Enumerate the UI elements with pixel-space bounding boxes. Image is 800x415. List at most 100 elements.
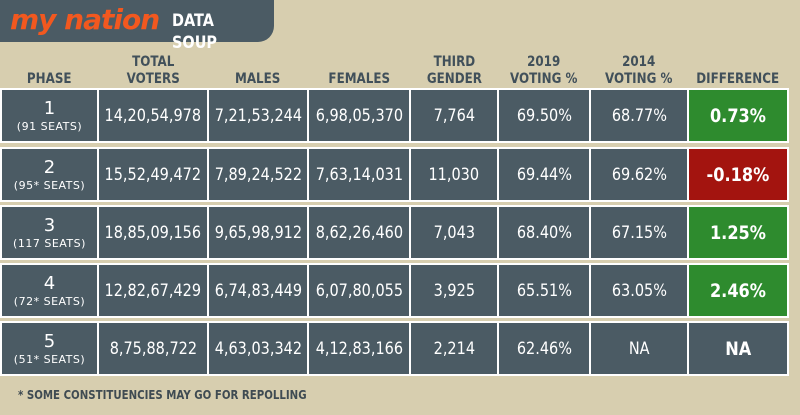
diff-cell: -0.18%	[687, 147, 789, 202]
header-third: THIRD GENDER	[409, 44, 499, 88]
header-v2014-label: 2014 VOTING %	[605, 54, 673, 87]
phase-cell: 5 (51* SEATS)	[0, 321, 99, 376]
phase-seats: (72* SEATS)	[13, 294, 86, 308]
v2019-value: 65.51%	[516, 280, 572, 301]
header-v2019-label: 2019 VOTING %	[510, 54, 578, 87]
phase-cell: 1 (91 SEATS)	[0, 88, 99, 143]
males-value: 6,74,83,449	[214, 280, 302, 301]
v2014-cell: 67.15%	[589, 205, 689, 260]
diff-value: 1.25%	[709, 221, 767, 244]
header-banner: my nation DATA SOUP	[0, 0, 274, 53]
diff-cell: 1.25%	[687, 205, 789, 260]
phase-number: 4	[43, 272, 56, 294]
diff-value: NA	[724, 337, 752, 360]
females-value: 8,62,26,460	[315, 222, 403, 243]
females-value: 6,98,05,370	[315, 105, 403, 126]
phase-seats: (91 SEATS)	[16, 119, 83, 133]
footnote: * SOME CONSTITUENCIES MAY GO FOR REPOLLI…	[18, 388, 307, 402]
v2019-value: 69.44%	[516, 164, 572, 185]
third-value: 3,925	[433, 280, 475, 301]
females-value: 6,07,80,055	[315, 280, 403, 301]
header-phase-label: PHASE	[27, 71, 72, 87]
total-cell: 12,82,67,429	[97, 263, 209, 318]
header-females: FEMALES	[307, 44, 411, 88]
males-cell: 7,89,24,522	[207, 147, 309, 202]
third-value: 2,214	[433, 338, 475, 359]
males-cell: 4,63,03,342	[207, 321, 309, 376]
diff-cell: 2.46%	[687, 263, 789, 318]
header-males: MALES	[207, 44, 309, 88]
total-cell: 18,85,09,156	[97, 205, 209, 260]
header-females-label: FEMALES	[328, 71, 390, 87]
phase-number: 2	[43, 156, 56, 178]
v2014-value: 69.62%	[611, 164, 667, 185]
v2014-value: 67.15%	[611, 222, 667, 243]
total-value: 8,75,88,722	[109, 338, 197, 359]
third-cell: 7,043	[409, 205, 499, 260]
third-cell: 3,925	[409, 263, 499, 318]
v2014-value: 68.77%	[611, 105, 667, 126]
males-value: 7,21,53,244	[214, 105, 302, 126]
diff-value: -0.18%	[706, 163, 770, 186]
v2019-cell: 68.40%	[497, 205, 591, 260]
females-cell: 6,07,80,055	[307, 263, 411, 318]
v2014-value: 63.05%	[611, 280, 667, 301]
males-cell: 7,21,53,244	[207, 88, 309, 143]
phase-seats: (51* SEATS)	[13, 352, 86, 366]
header-males-label: MALES	[235, 71, 281, 87]
third-value: 7,764	[433, 105, 475, 126]
v2019-cell: 69.44%	[497, 147, 591, 202]
phase-seats: (117 SEATS)	[13, 236, 86, 250]
v2014-cell: 69.62%	[589, 147, 689, 202]
header-diff: DIFFERENCE	[687, 44, 789, 88]
males-cell: 6,74,83,449	[207, 263, 309, 318]
diff-cell: NA	[687, 321, 789, 376]
third-value: 7,043	[433, 222, 475, 243]
header-v2019: 2019 VOTING %	[497, 44, 591, 88]
total-cell: 14,20,54,978	[97, 88, 209, 143]
v2019-cell: 69.50%	[497, 88, 591, 143]
phase-cell: 4 (72* SEATS)	[0, 263, 99, 318]
females-value: 4,12,83,166	[315, 338, 403, 359]
males-cell: 9,65,98,912	[207, 205, 309, 260]
v2019-value: 68.40%	[516, 222, 572, 243]
total-value: 18,85,09,156	[104, 222, 202, 243]
phase-number: 1	[43, 97, 56, 119]
third-value: 11,030	[428, 164, 480, 185]
total-value: 15,52,49,472	[104, 164, 202, 185]
females-cell: 8,62,26,460	[307, 205, 411, 260]
phase-cell: 3 (117 SEATS)	[0, 205, 99, 260]
v2019-cell: 62.46%	[497, 321, 591, 376]
header-phase: PHASE	[0, 44, 99, 88]
males-value: 7,89,24,522	[214, 164, 302, 185]
diff-value: 0.73%	[709, 104, 767, 127]
phase-seats: (95* SEATS)	[13, 178, 86, 192]
brand-logo: my nation	[10, 3, 160, 36]
males-value: 4,63,03,342	[214, 338, 302, 359]
third-cell: 11,030	[409, 147, 499, 202]
header-diff-label: DIFFERENCE	[696, 71, 780, 87]
third-cell: 2,214	[409, 321, 499, 376]
diff-value: 2.46%	[709, 279, 767, 302]
phase-number: 5	[43, 330, 56, 352]
females-cell: 4,12,83,166	[307, 321, 411, 376]
header-third-label: THIRD GENDER	[426, 54, 482, 87]
females-cell: 7,63,14,031	[307, 147, 411, 202]
total-value: 12,82,67,429	[104, 280, 202, 301]
phase-number: 3	[43, 214, 56, 236]
phase-cell: 2 (95* SEATS)	[0, 147, 99, 202]
total-cell: 8,75,88,722	[97, 321, 209, 376]
v2014-cell: NA	[589, 321, 689, 376]
section-title: DATA SOUP	[172, 11, 218, 53]
total-value: 14,20,54,978	[104, 105, 202, 126]
v2014-value: NA	[628, 338, 650, 359]
females-cell: 6,98,05,370	[307, 88, 411, 143]
v2014-cell: 68.77%	[589, 88, 689, 143]
females-value: 7,63,14,031	[315, 164, 403, 185]
males-value: 9,65,98,912	[214, 222, 302, 243]
header-total: TOTAL VOTERS	[97, 44, 209, 88]
total-cell: 15,52,49,472	[97, 147, 209, 202]
v2019-value: 62.46%	[516, 338, 572, 359]
v2014-cell: 63.05%	[589, 263, 689, 318]
v2019-value: 69.50%	[516, 105, 572, 126]
